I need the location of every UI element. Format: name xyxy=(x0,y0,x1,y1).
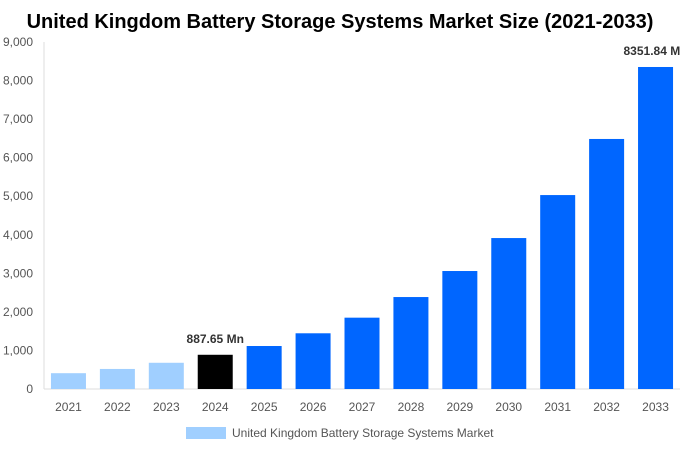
x-tick-label: 2025 xyxy=(251,400,278,414)
x-tick-label: 2031 xyxy=(544,400,571,414)
bar-2030 xyxy=(491,238,527,389)
x-tick-label: 2032 xyxy=(593,400,620,414)
x-tick-label: 2028 xyxy=(398,400,425,414)
bar-2031 xyxy=(540,195,576,389)
bar-2027 xyxy=(344,317,380,389)
data-label: 8351.84 Mn xyxy=(624,44,680,58)
data-labels: 887.65 Mn 8351.84 Mn xyxy=(187,44,680,346)
bar-2022 xyxy=(99,368,135,389)
x-axis: 2021 2022 2023 2024 2025 2026 2027 2028 2029 2030… xyxy=(44,388,680,414)
bar-2025 xyxy=(246,346,282,389)
legend-swatch xyxy=(186,427,226,439)
bar-2026 xyxy=(295,333,331,389)
bar-2033 xyxy=(638,66,674,389)
x-tick-label: 2027 xyxy=(349,400,376,414)
bar-2024 xyxy=(197,354,233,389)
y-tick-label: 0 xyxy=(26,382,33,396)
data-label: 887.65 Mn xyxy=(187,332,244,346)
y-tick-label: 7,000 xyxy=(3,112,33,126)
x-tick-label: 2033 xyxy=(642,400,669,414)
bar-2021 xyxy=(50,373,86,389)
bar-2023 xyxy=(148,362,184,389)
legend-label: United Kingdom Battery Storage Systems M… xyxy=(232,426,494,440)
bar-2028 xyxy=(393,297,429,389)
bars xyxy=(50,66,674,389)
y-tick-label: 3,000 xyxy=(3,266,33,280)
y-tick-label: 9,000 xyxy=(3,35,33,49)
bar-2032 xyxy=(589,138,625,389)
x-tick-label: 2030 xyxy=(495,400,522,414)
y-tick-label: 6,000 xyxy=(3,151,33,165)
y-tick-label: 5,000 xyxy=(3,189,33,203)
x-tick-label: 2021 xyxy=(55,400,82,414)
x-tick-label: 2023 xyxy=(153,400,180,414)
y-axis: 0 1,000 2,000 3,000 4,000 5,000 6,000 7,000 8,00… xyxy=(3,35,45,396)
chart-title: United Kingdom Battery Storage Systems M… xyxy=(27,11,654,33)
bar-2029 xyxy=(442,271,478,389)
x-tick-label: 2024 xyxy=(202,400,229,414)
y-tick-label: 1,000 xyxy=(3,343,33,357)
x-tick-label: 2029 xyxy=(446,400,473,414)
legend: United Kingdom Battery Storage Systems M… xyxy=(186,426,494,440)
y-tick-label: 2,000 xyxy=(3,305,33,319)
y-tick-label: 4,000 xyxy=(3,228,33,242)
y-tick-label: 8,000 xyxy=(3,74,33,88)
x-tick-label: 2022 xyxy=(104,400,131,414)
x-tick-label: 2026 xyxy=(300,400,327,414)
